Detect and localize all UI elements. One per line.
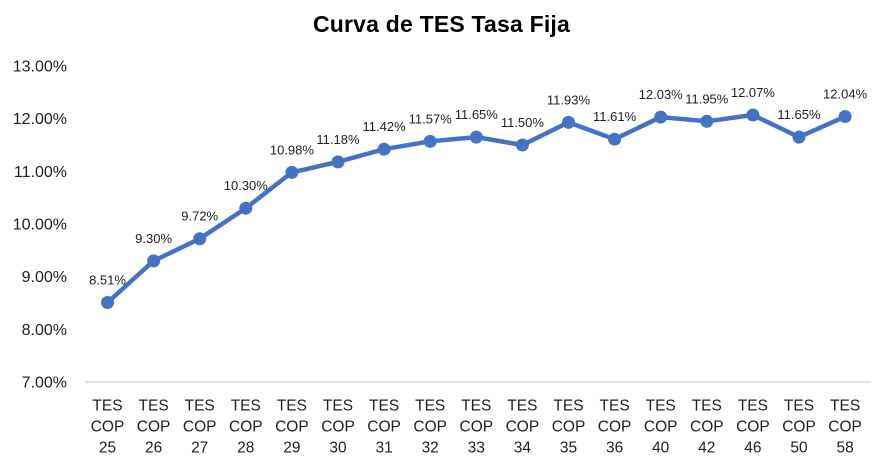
- data-point-label: 9.30%: [135, 231, 172, 246]
- data-point-marker: [654, 110, 668, 124]
- x-category-label: TES COP 50: [782, 398, 816, 457]
- data-point-label: 10.30%: [224, 178, 269, 193]
- data-point-marker: [239, 201, 253, 215]
- data-point-marker: [193, 232, 207, 246]
- data-point-label: 11.50%: [501, 115, 545, 130]
- x-category-label: TES COP 31: [367, 398, 401, 457]
- x-category-label: TES COP 27: [183, 398, 217, 457]
- data-point-label: 11.61%: [593, 109, 637, 124]
- data-point-label: 11.57%: [409, 111, 453, 126]
- y-tick-label: 7.00%: [22, 375, 67, 392]
- data-point-marker: [608, 132, 622, 146]
- data-point-label: 9.72%: [181, 209, 218, 224]
- x-category-label: TES COP 26: [137, 398, 171, 457]
- x-category-label: TES COP 29: [275, 398, 309, 457]
- y-tick-label: 11.00%: [14, 164, 67, 181]
- data-point-marker: [101, 295, 114, 309]
- data-point-marker: [838, 110, 852, 124]
- x-category-label: TES COP 30: [321, 398, 355, 457]
- data-point-label: 12.03%: [639, 87, 684, 102]
- data-point-label: 12.07%: [731, 85, 776, 100]
- data-point-label: 11.42%: [363, 119, 407, 134]
- data-point-label: 10.98%: [270, 142, 315, 157]
- x-category-label: TES COP 40: [644, 398, 678, 457]
- y-tick-label: 9.00%: [22, 269, 67, 286]
- data-point-marker: [377, 142, 391, 156]
- data-point-marker: [700, 114, 714, 128]
- x-category-label: TES COP 25: [91, 398, 125, 457]
- chart-title: Curva de TES Tasa Fija: [312, 11, 571, 37]
- x-category-label: TES COP 58: [828, 398, 862, 457]
- y-tick-label: 12.00%: [13, 111, 67, 128]
- data-point-label: 11.18%: [316, 132, 360, 147]
- x-category-label: TES COP 35: [552, 398, 586, 457]
- data-point-marker: [285, 165, 299, 179]
- data-point-marker: [746, 108, 760, 122]
- data-point-marker: [515, 138, 529, 152]
- data-point-label: 11.95%: [685, 91, 729, 106]
- x-category-label: TES COP 28: [229, 398, 263, 457]
- data-point-label: 8.51%: [89, 272, 126, 287]
- x-category-label: TES COP 42: [690, 398, 724, 457]
- x-category-label: TES COP 36: [598, 398, 632, 457]
- y-tick-label: 13.00%: [13, 59, 67, 76]
- data-point-marker: [792, 130, 806, 144]
- data-point-marker: [562, 115, 575, 129]
- y-tick-label: 10.00%: [13, 217, 67, 234]
- data-point-label: 11.65%: [455, 107, 499, 122]
- data-point-label: 11.65%: [777, 107, 821, 122]
- data-point-label: 11.93%: [547, 92, 591, 107]
- x-category-label: TES COP 34: [506, 398, 540, 457]
- x-category-label: TES COP 46: [736, 398, 770, 457]
- x-category-label: TES COP 33: [460, 398, 494, 457]
- x-category-label: TES COP 32: [413, 398, 447, 457]
- data-point-marker: [423, 134, 437, 148]
- y-tick-label: 8.00%: [22, 322, 67, 339]
- data-point-marker: [331, 155, 345, 169]
- data-point-marker: [147, 254, 161, 268]
- data-point-marker: [469, 130, 483, 144]
- data-point-label: 12.04%: [823, 87, 868, 102]
